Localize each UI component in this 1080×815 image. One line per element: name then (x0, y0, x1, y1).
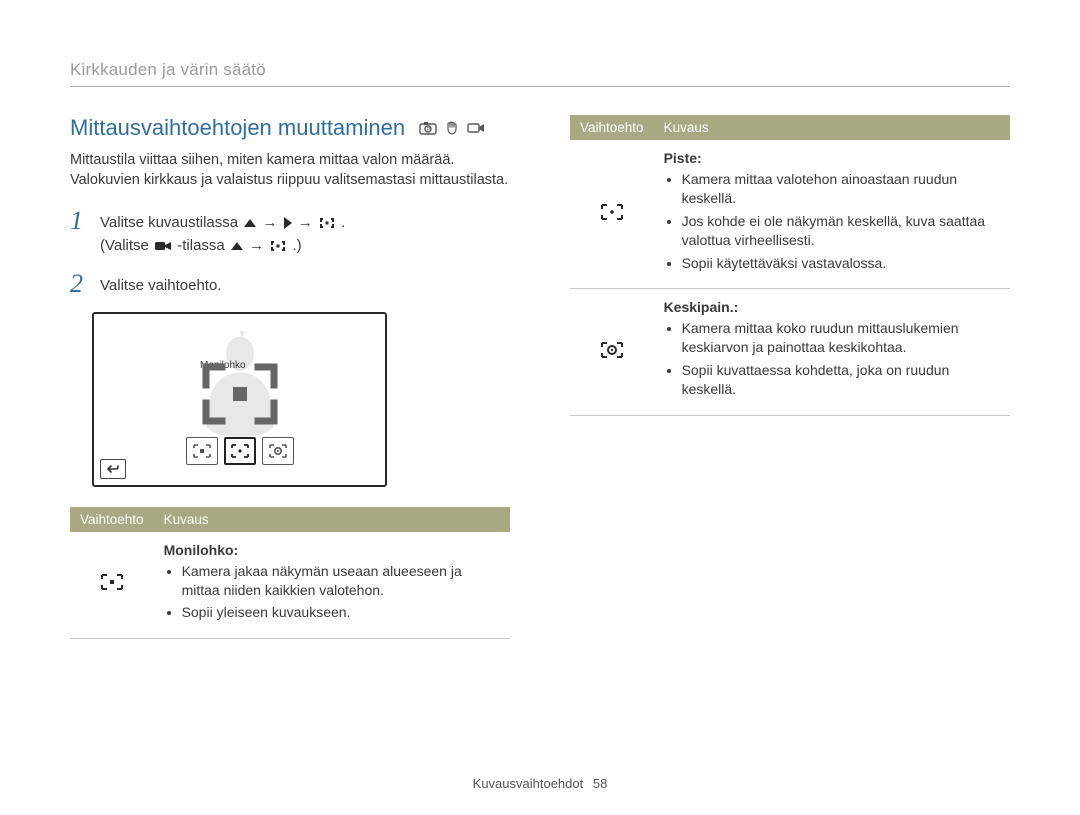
option-title: Piste: (664, 150, 1000, 166)
page-number: 58 (593, 776, 607, 791)
step-2-text: Valitse vaihtoehto. (100, 271, 510, 298)
camera-p-icon: P (419, 120, 437, 136)
multi-metering-icon (99, 579, 125, 595)
option-desc: Kamera jakaa näkymän useaan alueeseen ja… (164, 562, 500, 623)
option-multi[interactable] (186, 437, 218, 465)
spot-metering-icon (599, 209, 625, 225)
tbody-left: Monilohko: Kamera jakaa näkymän useaan al… (70, 532, 510, 639)
option-bullet: Jos kohde ei ole näkymän keskellä, kuva … (682, 212, 1000, 250)
right-triangle-icon (283, 216, 293, 230)
step-1-text: Valitse kuvaustilassa → → . (Valitse -ti… (100, 208, 510, 257)
large-bracket-icon (202, 363, 278, 425)
table-row: Keskipain.: Kamera mittaa koko ruudun mit… (570, 289, 1010, 416)
option-desc-cell: Keskipain.: Kamera mittaa koko ruudun mit… (654, 289, 1010, 416)
page-footer: Kuvausvaihtoehdot 58 (0, 776, 1080, 791)
heading-text: Mittausvaihtoehtojen muuttaminen (70, 115, 405, 141)
up-triangle-icon (243, 218, 257, 228)
option-icon-cell (570, 289, 654, 416)
option-icon-cell (570, 140, 654, 289)
lcd-preview: Monilohko (92, 312, 387, 487)
step-1: 1 Valitse kuvaustilassa → → . (Valitse -… (70, 208, 510, 257)
content-columns: Mittausvaihtoehtojen muuttaminen P Mitta… (70, 115, 1010, 639)
right-column: Vaihtoehto Kuvaus Piste: Kamera mittaa va… (570, 115, 1010, 639)
option-bullet: Sopii yleiseen kuvaukseen. (182, 603, 500, 622)
option-desc: Kamera mittaa valotehon ainoastaan ruudu… (664, 170, 1000, 272)
options-table-right: Vaihtoehto Kuvaus Piste: Kamera mittaa va… (570, 115, 1010, 416)
th-option: Vaihtoehto (70, 507, 154, 532)
table-row: Piste: Kamera mittaa valotehon ainoastaan… (570, 140, 1010, 289)
option-bullet: Kamera mittaa valotehon ainoastaan ruudu… (682, 170, 1000, 208)
left-column: Mittausvaihtoehtojen muuttaminen P Mitta… (70, 115, 510, 639)
video-icon (467, 120, 485, 136)
step-number-1: 1 (70, 208, 88, 257)
up-triangle-icon-2 (230, 241, 244, 251)
option-bullet: Kamera jakaa näkymän useaan alueeseen ja… (182, 562, 500, 600)
option-center[interactable] (262, 437, 294, 465)
option-title: Monilohko: (164, 542, 500, 558)
option-icon-cell (70, 532, 154, 639)
hand-icon (443, 120, 461, 136)
multi-metering-icon-2 (269, 239, 287, 253)
metering-options-row (186, 437, 294, 465)
option-bullet: Sopii kuvattaessa kohdetta, joka on ruud… (682, 361, 1000, 399)
tbody-right: Piste: Kamera mittaa valotehon ainoastaan… (570, 140, 1010, 416)
option-title: Keskipain.: (664, 299, 1000, 315)
mode-icons-row: P (419, 120, 485, 136)
option-desc-cell: Piste: Kamera mittaa valotehon ainoastaan… (654, 140, 1010, 289)
back-button[interactable] (100, 459, 126, 479)
breadcrumb: Kirkkauden ja värin säätö (70, 60, 1010, 87)
intro-text: Mittaustila viittaa siihen, miten kamera… (70, 151, 510, 190)
options-table-left: Vaihtoehto Kuvaus Monilohko: Kamera jakaa… (70, 507, 510, 640)
multi-metering-icon (318, 216, 336, 230)
th-desc-r: Kuvaus (654, 115, 1010, 140)
option-desc: Kamera mittaa koko ruudun mittauslukemie… (664, 319, 1000, 399)
th-desc: Kuvaus (154, 507, 510, 532)
section-heading: Mittausvaihtoehtojen muuttaminen P (70, 115, 510, 141)
table-row: Monilohko: Kamera jakaa näkymän useaan al… (70, 532, 510, 639)
option-spot[interactable] (224, 437, 256, 465)
center-metering-icon (599, 347, 625, 363)
option-bullet: Sopii käytettäväksi vastavalossa. (682, 254, 1000, 273)
option-desc-cell: Monilohko: Kamera jakaa näkymän useaan al… (154, 532, 510, 639)
video-mode-icon (154, 240, 172, 252)
footer-label: Kuvausvaihtoehdot (473, 776, 584, 791)
step-number-2: 2 (70, 271, 88, 298)
option-bullet: Kamera mittaa koko ruudun mittauslukemie… (682, 319, 1000, 357)
th-option-r: Vaihtoehto (570, 115, 654, 140)
back-arrow-icon (106, 464, 120, 474)
step-2: 2 Valitse vaihtoehto. (70, 271, 510, 298)
